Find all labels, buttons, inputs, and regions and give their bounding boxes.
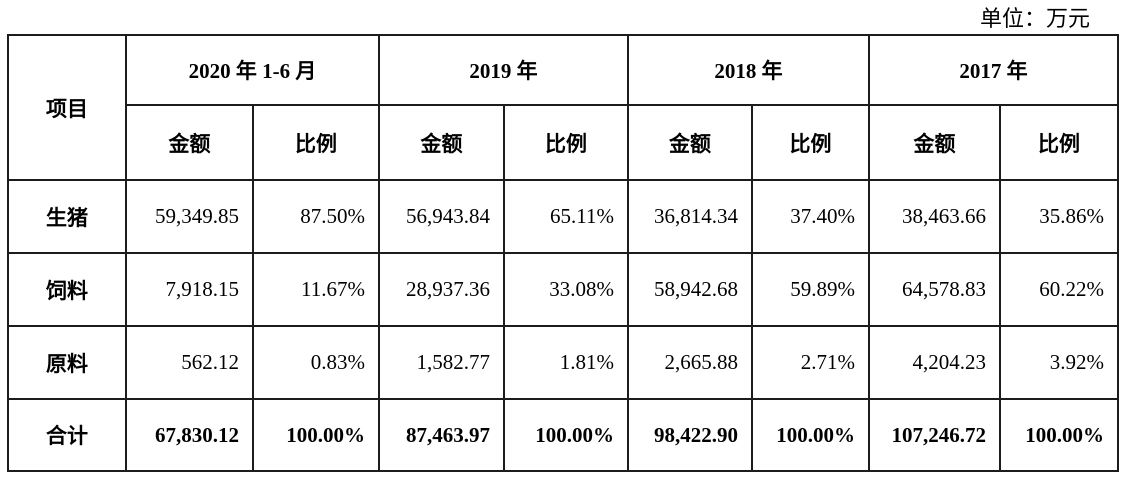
revenue-breakdown-table: 项目 2020 年 1-6 月 2019 年 2018 年 2017 年 金额 … [7, 34, 1119, 472]
table-row-livepigs: 生猪 59,349.85 87.50% 56,943.84 65.11% 36,… [7, 179, 1119, 254]
subheader-amount-2018: 金额 [627, 104, 753, 181]
header-period-2020h1: 2020 年 1-6 月 [125, 34, 380, 106]
table-row-total: 合计 67,830.12 100.00% 87,463.97 100.00% 9… [7, 398, 1119, 472]
cell-amount-2017: 4,204.23 [868, 325, 1001, 400]
cell-ratio-2019: 1.81% [503, 325, 629, 400]
cell-amount-2018: 36,814.34 [627, 179, 753, 254]
subheader-ratio-2017: 比例 [999, 104, 1119, 181]
subheader-ratio-2020h1: 比例 [252, 104, 380, 181]
cell-ratio-2020h1: 11.67% [252, 252, 380, 327]
cell-amount-2017: 64,578.83 [868, 252, 1001, 327]
cell-ratio-2018: 2.71% [751, 325, 870, 400]
cell-ratio-2020h1: 100.00% [252, 398, 380, 472]
cell-ratio-2017: 100.00% [999, 398, 1119, 472]
subheader-amount-2020h1: 金额 [125, 104, 254, 181]
subheader-amount-2019: 金额 [378, 104, 505, 181]
cell-amount-2019: 87,463.97 [378, 398, 505, 472]
cell-amount-2017: 107,246.72 [868, 398, 1001, 472]
header-period-2017: 2017 年 [868, 34, 1119, 106]
cell-amount-2018: 98,422.90 [627, 398, 753, 472]
row-item-label: 生猪 [7, 179, 127, 254]
table-row-feed: 饲料 7,918.15 11.67% 28,937.36 33.08% 58,9… [7, 252, 1119, 327]
table-row-rawmaterials: 原料 562.12 0.83% 1,582.77 1.81% 2,665.88 … [7, 325, 1119, 400]
cell-amount-2019: 1,582.77 [378, 325, 505, 400]
cell-amount-2018: 2,665.88 [627, 325, 753, 400]
cell-ratio-2017: 35.86% [999, 179, 1119, 254]
unit-label: 单位：万元 [979, 6, 1090, 31]
cell-amount-2020h1: 7,918.15 [125, 252, 254, 327]
cell-amount-2020h1: 562.12 [125, 325, 254, 400]
cell-ratio-2017: 3.92% [999, 325, 1119, 400]
cell-amount-2017: 38,463.66 [868, 179, 1001, 254]
header-item: 项目 [7, 34, 127, 181]
row-item-label: 原料 [7, 325, 127, 400]
cell-amount-2019: 56,943.84 [378, 179, 505, 254]
subheader-ratio-2018: 比例 [751, 104, 870, 181]
subheader-ratio-2019: 比例 [503, 104, 629, 181]
cell-ratio-2018: 37.40% [751, 179, 870, 254]
cell-ratio-2017: 60.22% [999, 252, 1119, 327]
cell-ratio-2020h1: 87.50% [252, 179, 380, 254]
row-item-label: 饲料 [7, 252, 127, 327]
header-row-periods: 项目 2020 年 1-6 月 2019 年 2018 年 2017 年 [7, 34, 1119, 181]
header-row-subheaders: 金额 比例 金额 比例 金额 比例 金额 比例 [8, 104, 1119, 181]
subheader-amount-2017: 金额 [868, 104, 1001, 181]
cell-ratio-2018: 100.00% [751, 398, 870, 472]
cell-ratio-2018: 59.89% [751, 252, 870, 327]
row-item-label: 合计 [7, 398, 127, 472]
cell-amount-2020h1: 59,349.85 [125, 179, 254, 254]
cell-amount-2020h1: 67,830.12 [125, 398, 254, 472]
header-period-2019: 2019 年 [378, 34, 629, 106]
cell-amount-2019: 28,937.36 [378, 252, 505, 327]
cell-ratio-2020h1: 0.83% [252, 325, 380, 400]
cell-amount-2018: 58,942.68 [627, 252, 753, 327]
cell-ratio-2019: 100.00% [503, 398, 629, 472]
cell-ratio-2019: 65.11% [503, 179, 629, 254]
cell-ratio-2019: 33.08% [503, 252, 629, 327]
header-period-2018: 2018 年 [627, 34, 870, 106]
